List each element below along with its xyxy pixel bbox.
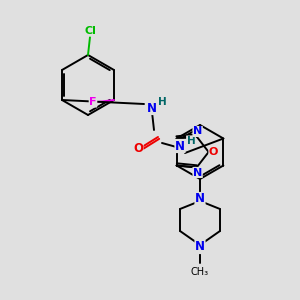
Text: N: N bbox=[195, 193, 205, 206]
Text: N: N bbox=[193, 127, 202, 136]
Text: Cl: Cl bbox=[84, 26, 96, 36]
Text: F: F bbox=[89, 97, 97, 107]
Text: N: N bbox=[193, 167, 202, 178]
Text: H: H bbox=[158, 97, 166, 107]
Text: N: N bbox=[195, 241, 205, 254]
Text: O: O bbox=[133, 142, 143, 155]
Text: O: O bbox=[209, 147, 218, 157]
Text: N: N bbox=[147, 101, 157, 115]
Text: CH₃: CH₃ bbox=[191, 267, 209, 277]
Text: N: N bbox=[175, 140, 185, 152]
Text: H: H bbox=[187, 136, 195, 146]
